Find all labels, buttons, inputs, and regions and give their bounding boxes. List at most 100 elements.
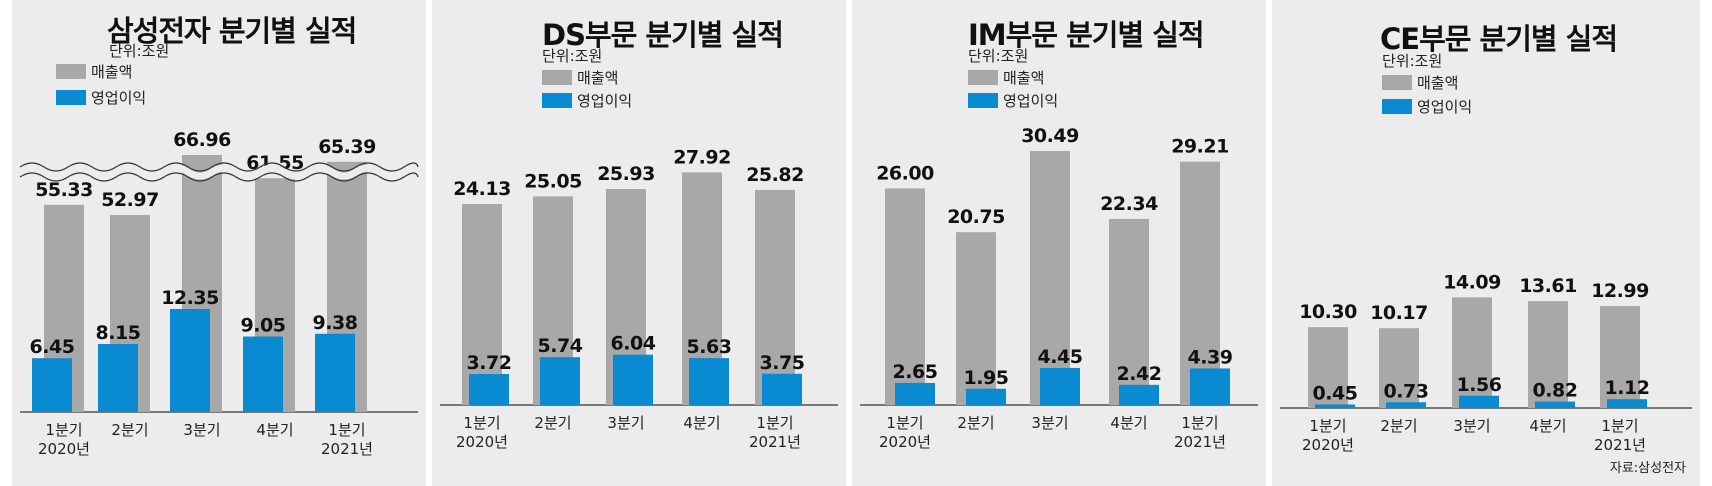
x-tick-label: 2021년 bbox=[1594, 436, 1646, 454]
legend-profit: 영업이익 bbox=[56, 87, 146, 108]
unit-label: 단위:조원 bbox=[109, 42, 170, 60]
chart-panel-samsung: 삼성전자 분기별 실적 단위:조원 매출액 영업이익 55.33 6.45 1분기 2… bbox=[12, 0, 426, 486]
x-tick-label: 1분기 bbox=[1309, 417, 1346, 435]
x-tick-label: 2020년 bbox=[1302, 436, 1354, 454]
revenue-bar bbox=[1308, 327, 1348, 408]
revenue-value-label: 52.97 bbox=[101, 189, 159, 211]
x-tick-label: 2분기 bbox=[111, 421, 148, 439]
profit-bar bbox=[762, 373, 802, 405]
x-tick-label: 1분기 bbox=[1601, 417, 1638, 435]
x-tick-label: 1분기 bbox=[45, 421, 82, 439]
revenue-value-label: 65.39 bbox=[318, 136, 376, 158]
x-tick-label: 3분기 bbox=[1453, 417, 1490, 435]
legend-label-revenue: 매출액 bbox=[577, 69, 619, 87]
revenue-value-label: 20.75 bbox=[947, 206, 1005, 228]
legend-revenue: 매출액 bbox=[1382, 72, 1458, 93]
profit-value-label: 12.35 bbox=[161, 287, 219, 309]
axis-break-line bbox=[19, 162, 419, 172]
chart-title: DS부문 분기별 실적 bbox=[542, 18, 784, 52]
profit-bar bbox=[1315, 404, 1355, 408]
revenue-value-label: 25.93 bbox=[597, 163, 655, 185]
chart-title: 삼성전자 분기별 실적 bbox=[107, 14, 357, 48]
profit-value-label: 4.39 bbox=[1188, 346, 1233, 368]
chart-plot: 55.336.451분기2020년52.978.152분기66.9612.353… bbox=[18, 129, 422, 458]
profit-bar bbox=[540, 357, 580, 405]
profit-bar bbox=[1535, 401, 1575, 408]
unit-label: 단위:조원 bbox=[1382, 52, 1443, 70]
revenue-value-label: 13.61 bbox=[1519, 275, 1577, 297]
profit-value-label: 5.63 bbox=[687, 336, 732, 358]
legend-label-revenue: 매출액 bbox=[1417, 74, 1459, 92]
profit-bar bbox=[1607, 399, 1647, 408]
profit-bar bbox=[315, 333, 355, 412]
legend-swatch-profit bbox=[56, 90, 86, 105]
profit-bar bbox=[32, 358, 72, 412]
profit-value-label: 4.45 bbox=[1038, 346, 1083, 368]
legend-profit: 영업이익 bbox=[1382, 96, 1472, 117]
legend-label-revenue: 매출액 bbox=[91, 63, 133, 81]
profit-value-label: 9.05 bbox=[241, 315, 286, 337]
revenue-value-label: 55.33 bbox=[35, 179, 93, 201]
profit-bar bbox=[1190, 368, 1230, 405]
revenue-bar bbox=[1528, 301, 1568, 408]
revenue-bar bbox=[1030, 151, 1070, 405]
chart-plot: 10.300.451분기2020년10.170.732분기14.091.563분… bbox=[1280, 271, 1692, 454]
x-tick-label: 2021년 bbox=[321, 440, 373, 458]
revenue-value-label: 29.21 bbox=[1171, 136, 1229, 158]
x-tick-label: 3분기 bbox=[607, 414, 644, 432]
profit-bar bbox=[170, 309, 210, 412]
profit-value-label: 0.45 bbox=[1313, 382, 1358, 404]
revenue-value-label: 26.00 bbox=[876, 162, 934, 184]
x-tick-label: 2분기 bbox=[1380, 417, 1417, 435]
legend-label-profit: 영업이익 bbox=[577, 92, 633, 110]
revenue-value-label: 14.09 bbox=[1443, 271, 1501, 293]
profit-bar bbox=[613, 354, 653, 405]
revenue-bar bbox=[1452, 297, 1492, 408]
legend-revenue: 매출액 bbox=[542, 67, 618, 88]
revenue-value-label: 30.49 bbox=[1021, 125, 1079, 147]
chart-title: CE부문 분기별 실적 bbox=[1380, 22, 1618, 56]
revenue-bar bbox=[1180, 161, 1220, 405]
x-tick-label: 1분기 bbox=[886, 414, 923, 432]
chart-plot: 24.133.721분기2020년25.055.742분기25.936.043분… bbox=[440, 146, 838, 451]
chart-plot: 26.002.651분기2020년20.751.952분기30.494.453분… bbox=[860, 125, 1258, 451]
x-tick-label: 2020년 bbox=[879, 433, 931, 451]
legend-swatch-revenue bbox=[542, 70, 572, 85]
profit-bar bbox=[1459, 395, 1499, 408]
legend-label-profit: 영업이익 bbox=[91, 89, 147, 107]
profit-value-label: 2.42 bbox=[1117, 363, 1162, 385]
profit-value-label: 3.75 bbox=[760, 352, 805, 374]
axis-break-band bbox=[18, 164, 422, 180]
profit-bar bbox=[243, 336, 283, 412]
legend-profit: 영업이익 bbox=[968, 90, 1058, 111]
profit-value-label: 1.56 bbox=[1457, 374, 1502, 396]
x-tick-label: 4분기 bbox=[1529, 417, 1566, 435]
x-tick-label: 3분기 bbox=[1031, 414, 1068, 432]
revenue-bar bbox=[1109, 218, 1149, 405]
source-note: 자료:삼성전자 bbox=[1609, 461, 1686, 476]
x-tick-label: 1분기 bbox=[328, 421, 365, 439]
profit-value-label: 3.72 bbox=[467, 352, 512, 374]
profit-value-label: 6.45 bbox=[30, 336, 75, 358]
revenue-value-label: 10.30 bbox=[1299, 301, 1357, 323]
profit-bar bbox=[1040, 367, 1080, 405]
x-tick-label: 2021년 bbox=[749, 433, 801, 451]
revenue-bar bbox=[462, 203, 502, 405]
x-tick-label: 2020년 bbox=[456, 433, 508, 451]
revenue-value-label: 66.96 bbox=[173, 129, 231, 151]
legend-label-profit: 영업이익 bbox=[1003, 92, 1059, 110]
x-tick-label: 4분기 bbox=[1110, 414, 1147, 432]
profit-bar bbox=[966, 388, 1006, 405]
legend-swatch-revenue bbox=[1382, 75, 1412, 90]
revenue-value-label: 22.34 bbox=[1100, 193, 1158, 215]
legend-swatch-revenue bbox=[56, 64, 86, 79]
legend-revenue: 매출액 bbox=[968, 67, 1044, 88]
legend-label-profit: 영업이익 bbox=[1417, 98, 1473, 116]
x-tick-label: 4분기 bbox=[683, 414, 720, 432]
chart-panel-ds: DS부문 분기별 실적 단위:조원 매출액 영업이익 24.13 3.72 1분기 2… bbox=[432, 0, 846, 486]
revenue-value-label: 12.99 bbox=[1591, 280, 1649, 302]
legend-profit: 영업이익 bbox=[542, 90, 632, 111]
profit-value-label: 1.12 bbox=[1605, 377, 1650, 399]
axis-break-line bbox=[19, 172, 419, 182]
legend-swatch-profit bbox=[968, 93, 998, 108]
